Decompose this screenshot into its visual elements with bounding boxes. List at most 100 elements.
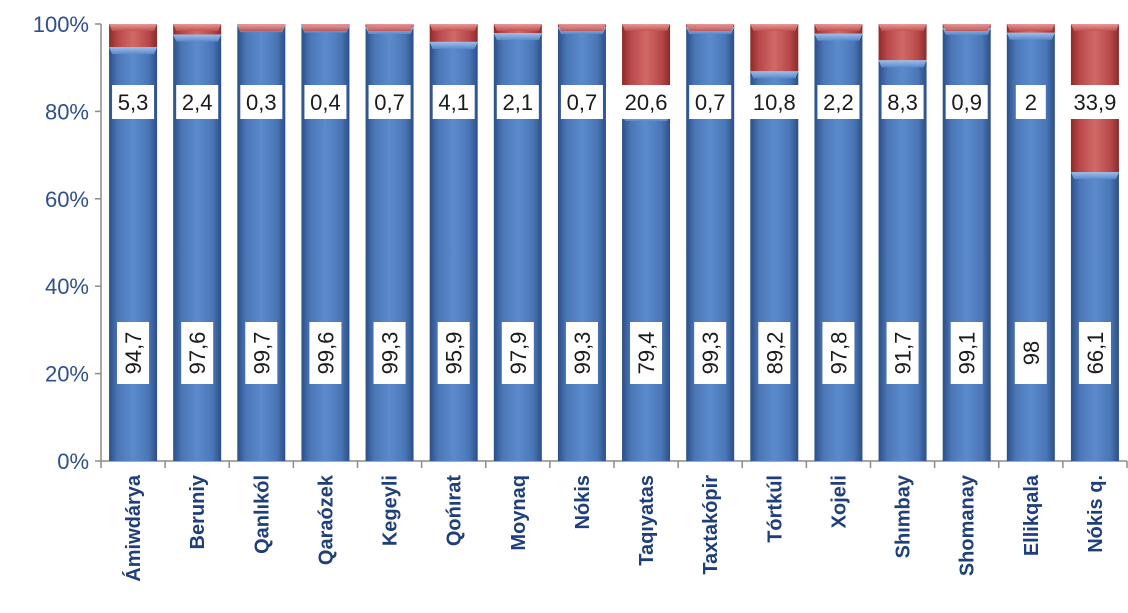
bar-segment-red xyxy=(750,24,799,72)
bar-segment-blue xyxy=(622,114,671,461)
x-tick-label: Ámiwdárya xyxy=(122,474,145,582)
data-label-blue: 97,6 xyxy=(185,332,210,375)
data-label-red: 0,9 xyxy=(951,90,982,115)
data-label-red: 4,1 xyxy=(438,90,469,115)
bar-cap-blue xyxy=(1070,172,1119,180)
data-label-box xyxy=(112,85,155,119)
x-tick-label: Taxtakópir xyxy=(700,475,722,575)
x-tick-label: Qaraózek xyxy=(315,474,337,565)
data-label-box xyxy=(1015,85,1046,119)
data-label-blue: 95,9 xyxy=(442,332,467,375)
data-label-blue: 98 xyxy=(1019,341,1044,365)
data-label-blue: 99,6 xyxy=(313,332,338,375)
data-label-red: 0,3 xyxy=(246,90,277,115)
bar-segment-blue xyxy=(1070,172,1119,461)
data-label-blue: 89,2 xyxy=(762,332,787,375)
bar-cap-red xyxy=(301,24,350,31)
x-tick-label: Tórtkúl xyxy=(764,475,786,543)
bar-cap-blue xyxy=(493,33,542,41)
data-label-box xyxy=(432,85,475,119)
data-label-red: 5,3 xyxy=(118,90,149,115)
data-label-box xyxy=(1068,85,1121,119)
data-label-red: 2,4 xyxy=(182,90,213,115)
bar-cap-red xyxy=(429,24,478,31)
data-label-box xyxy=(309,322,342,384)
x-tick-label: Ellikqala xyxy=(1021,474,1043,556)
y-tick-label: 20% xyxy=(45,362,89,387)
bar-segment-blue xyxy=(878,60,927,462)
data-label-red: 2 xyxy=(1025,90,1037,115)
x-tick-label: Shomanay xyxy=(957,474,979,576)
data-label-blue: 99,3 xyxy=(698,332,723,375)
data-label-box xyxy=(117,322,150,384)
x-tick-label: Taqıyatas xyxy=(636,475,658,566)
data-label-box xyxy=(496,85,539,119)
data-label-red: 10,8 xyxy=(753,90,796,115)
bar-cap-blue xyxy=(173,34,222,42)
data-label-blue: 99,3 xyxy=(570,332,595,375)
data-label-box xyxy=(1014,322,1047,384)
bar-cap-red xyxy=(173,24,222,31)
data-label-box xyxy=(822,322,855,384)
y-tick-label: 60% xyxy=(45,187,89,212)
data-label-blue: 99,3 xyxy=(378,332,403,375)
bar-cap-red xyxy=(1006,24,1055,31)
data-label-blue: 97,8 xyxy=(826,332,851,375)
data-label-box xyxy=(758,322,791,384)
bar-cap-blue xyxy=(814,33,863,41)
bar-cap-red xyxy=(109,24,158,31)
data-label-red: 2,2 xyxy=(823,90,854,115)
bar-cap-red xyxy=(686,24,735,31)
data-label-box xyxy=(689,85,732,119)
data-label-box xyxy=(304,85,347,119)
y-tick-label: 40% xyxy=(45,274,89,299)
data-label-blue: 97,9 xyxy=(506,332,531,375)
data-label-blue: 99,7 xyxy=(249,332,274,375)
data-label-box xyxy=(240,85,283,119)
data-label-box xyxy=(950,322,983,384)
data-label-box xyxy=(694,322,727,384)
data-label-blue: 79,4 xyxy=(634,332,659,375)
data-label-box xyxy=(945,85,988,119)
data-label-box xyxy=(181,322,214,384)
data-label-box xyxy=(245,322,278,384)
y-tick-label: 100% xyxy=(33,12,89,37)
data-label-box xyxy=(560,85,603,119)
x-tick-label: Qońırat xyxy=(444,475,466,546)
x-tick-label: Moynaq xyxy=(508,475,530,551)
bar-cap-red xyxy=(878,24,927,31)
data-label-blue: 99,1 xyxy=(955,332,980,375)
bar-cap-blue xyxy=(109,47,158,55)
bar-cap-blue xyxy=(878,60,927,68)
bars xyxy=(109,24,1119,462)
data-label-red: 20,6 xyxy=(625,90,668,115)
x-tick-label: Xojeli xyxy=(828,475,850,528)
data-label-box xyxy=(373,322,406,384)
data-label-box xyxy=(748,85,801,119)
bar-cap-red xyxy=(750,24,799,31)
bar-cap-blue xyxy=(429,41,478,49)
data-label-box xyxy=(1078,322,1111,384)
bar-cap-red xyxy=(622,24,671,31)
bar-cap-red xyxy=(814,24,863,31)
data-label-red: 2,1 xyxy=(503,90,534,115)
data-label-box xyxy=(630,322,663,384)
data-label-box xyxy=(817,85,860,119)
y-tick-label: 0% xyxy=(57,449,89,474)
bar-cap-red xyxy=(365,24,414,31)
x-tick-label: Nókis xyxy=(572,475,594,529)
bar-cap-red xyxy=(942,24,991,31)
data-label-box xyxy=(368,85,411,119)
data-label-box xyxy=(437,322,470,384)
data-label-red: 0,7 xyxy=(567,90,598,115)
data-label-red: 0,7 xyxy=(695,90,726,115)
x-tick-label: Beruniy xyxy=(187,474,209,549)
data-label-box xyxy=(886,322,919,384)
data-label-red: 33,9 xyxy=(1074,90,1117,115)
bar-segment-blue xyxy=(750,71,799,462)
x-tick-label: Qanlıkól xyxy=(251,475,273,554)
bar-cap-red xyxy=(237,24,286,31)
data-label-red: 0,4 xyxy=(310,90,341,115)
data-label-red: 0,7 xyxy=(374,90,405,115)
